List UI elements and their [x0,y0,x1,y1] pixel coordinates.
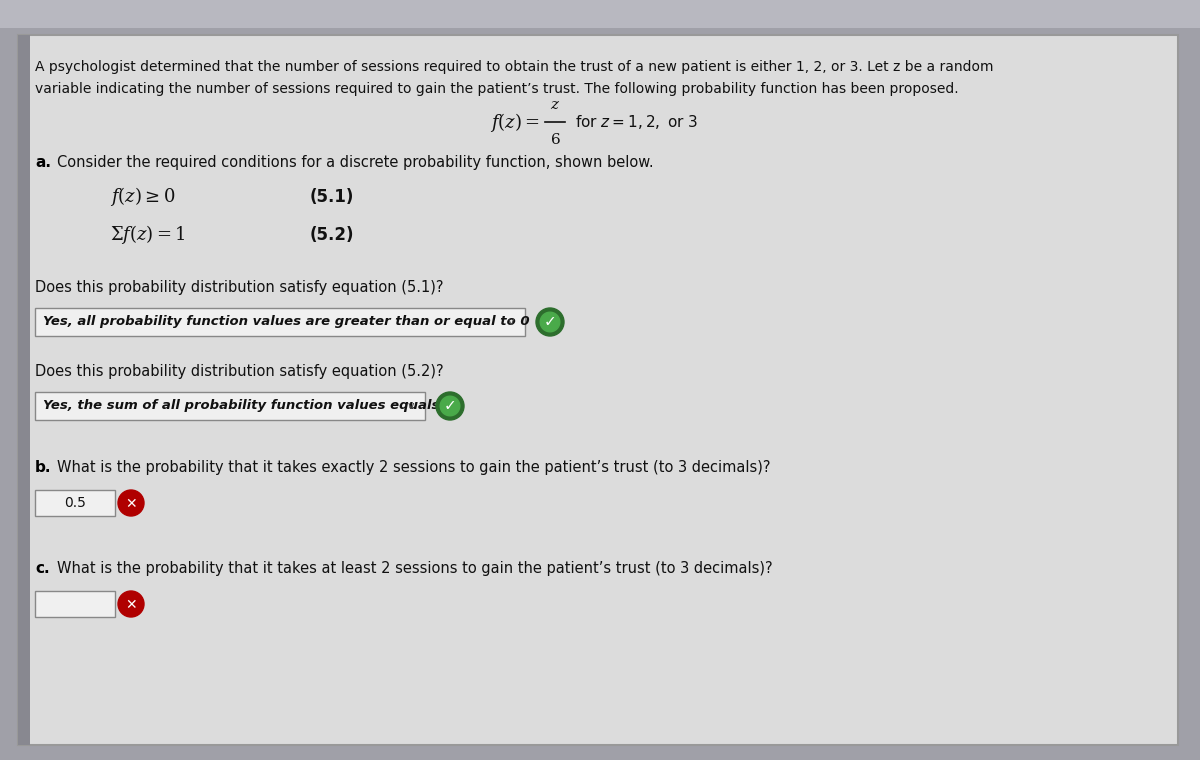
FancyBboxPatch shape [35,490,115,516]
Text: (5.2): (5.2) [310,226,354,244]
Text: (5.1): (5.1) [310,188,354,206]
Text: $f(z) =$: $f(z) =$ [490,110,540,134]
Text: Yes, the sum of all probability function values equals 1: Yes, the sum of all probability function… [43,400,454,413]
Text: What is the probability that it takes at least 2 sessions to gain the patient’s : What is the probability that it takes at… [58,561,773,576]
Polygon shape [18,35,30,745]
Circle shape [540,312,559,332]
FancyBboxPatch shape [18,35,1178,745]
Text: $6$: $6$ [550,132,560,147]
Text: ✕: ✕ [125,497,137,511]
Text: Yes, all probability function values are greater than or equal to 0: Yes, all probability function values are… [43,315,529,328]
Text: ✕: ✕ [125,598,137,612]
Circle shape [118,591,144,617]
Text: A psychologist determined that the number of sessions required to obtain the tru: A psychologist determined that the numbe… [35,60,994,74]
Text: Does this probability distribution satisfy equation (5.2)?: Does this probability distribution satis… [35,364,444,379]
Text: $z$: $z$ [550,97,560,112]
FancyBboxPatch shape [35,308,526,336]
Text: 0.5: 0.5 [64,496,86,510]
Text: v: v [508,317,515,327]
Text: ✓: ✓ [544,315,557,330]
Text: variable indicating the number of sessions required to gain the patient’s trust.: variable indicating the number of sessio… [35,82,959,96]
Circle shape [536,308,564,336]
Text: What is the probability that it takes exactly 2 sessions to gain the patient’s t: What is the probability that it takes ex… [58,460,770,475]
Text: c.: c. [35,561,49,576]
Text: $\Sigma f(z) = 1$: $\Sigma f(z) = 1$ [110,223,186,246]
Circle shape [440,396,460,416]
Text: ✓: ✓ [444,398,456,413]
Text: $f(z) \geq 0$: $f(z) \geq 0$ [110,185,175,208]
Text: a.: a. [35,155,50,170]
Circle shape [436,392,464,420]
FancyBboxPatch shape [35,392,425,420]
Text: Consider the required conditions for a discrete probability function, shown belo: Consider the required conditions for a d… [58,155,654,170]
Text: b.: b. [35,460,52,475]
Text: v: v [408,401,414,411]
Text: Does this probability distribution satisfy equation (5.1)?: Does this probability distribution satis… [35,280,444,295]
FancyBboxPatch shape [35,591,115,617]
Circle shape [118,490,144,516]
Text: for $z = 1, 2,$ or $3$: for $z = 1, 2,$ or $3$ [575,113,698,131]
Polygon shape [0,0,1200,28]
